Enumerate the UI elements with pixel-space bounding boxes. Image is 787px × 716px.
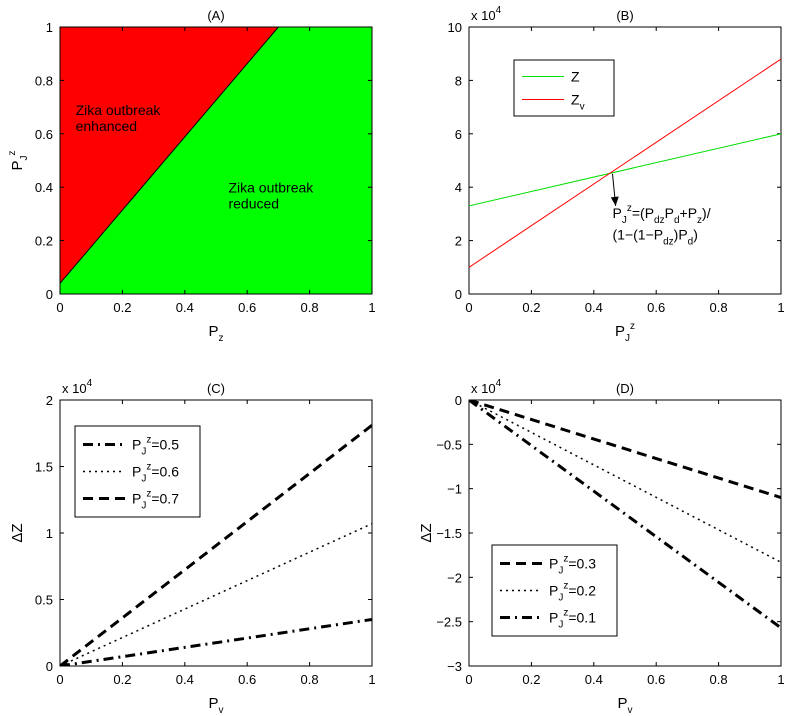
- region-label-enhanced-1: Zika outbreak: [76, 102, 162, 118]
- legend-label: PJz=0.6: [132, 462, 179, 485]
- legend-box: [491, 544, 618, 637]
- legend: PJz=0.3 PJz=0.2 PJz=0.1: [491, 544, 618, 637]
- x-tick-label: 1: [777, 300, 784, 315]
- panel-title: (A): [207, 8, 224, 23]
- x-axis-label: Pv: [617, 695, 632, 716]
- legend-label: PJz=0.1: [549, 608, 596, 631]
- y-tick-label: 1.5: [35, 460, 53, 475]
- x-tick-label: 0.8: [301, 300, 319, 315]
- x-tick-label: 0.8: [710, 300, 728, 315]
- y-tick-label: −2.5: [436, 615, 462, 630]
- x-tick-label: 0.2: [113, 300, 131, 315]
- y-tick-label: 0.6: [35, 127, 53, 142]
- y-axis-label: PJz: [7, 150, 30, 170]
- x-tick-label: 0.6: [647, 672, 665, 687]
- boundary-line: [59, 26, 279, 284]
- legend-label: PJz=0.3: [549, 554, 596, 577]
- y-axis-label: ΔZ: [9, 523, 26, 542]
- x-tick-label: 0.6: [647, 300, 665, 315]
- x-tick-label: 0.6: [238, 672, 256, 687]
- x-tick-label: 1: [368, 300, 375, 315]
- annotation-line-1: PJz=(PdzPd+Pz)/: [613, 203, 711, 226]
- y-tick-label: −1: [447, 482, 462, 497]
- legend-label: PJz=0.5: [132, 435, 179, 458]
- region-label-enhanced-2: enhanced: [76, 118, 138, 134]
- y-tick-label: 2: [455, 234, 462, 249]
- panel-d: 0 0.2 0.4 0.6 0.8 1 −3 −2.5 −2 −1.5 −1 −0.5 0 (D) x 10…: [418, 378, 785, 716]
- x-tick-label: 0: [56, 672, 63, 687]
- series-line-0: [469, 400, 781, 499]
- legend-box: [513, 59, 615, 117]
- series-line-0: [469, 133, 781, 207]
- series-line-0: [60, 617, 372, 666]
- legend-label: PJz=0.7: [132, 489, 179, 512]
- legend: PJz=0.5 PJz=0.6 PJz=0.7: [74, 425, 201, 518]
- y-axis-label: ΔZ: [418, 523, 435, 542]
- x-axis-label: Pv: [208, 695, 223, 716]
- annotation-arrowhead: [610, 196, 619, 206]
- y-tick-label: 0: [46, 287, 53, 302]
- x-tick-label: 1: [368, 672, 375, 687]
- y-tick-label: −1.5: [436, 526, 462, 541]
- x-axis-label: Pz: [208, 323, 223, 344]
- y-tick-label: −0.5: [436, 437, 462, 452]
- y-tick-label: 0.5: [35, 593, 53, 608]
- panel-title: (D): [616, 381, 634, 396]
- x-tick-label: 0: [465, 300, 472, 315]
- axis-multiplier: x 104: [471, 378, 502, 396]
- panel-title: (C): [207, 381, 225, 396]
- legend-label: Zv: [571, 92, 585, 113]
- series-line-2: [60, 424, 372, 666]
- x-tick-label: 0.6: [238, 300, 256, 315]
- x-tick-label: 0.8: [301, 672, 319, 687]
- panel-c: 0 0.2 0.4 0.6 0.8 1 0 0.5 1 1.5 2 (C) x 104 Pv ΔZ PJz=0…: [9, 378, 376, 716]
- x-axis-label: PJz: [615, 321, 635, 344]
- x-tick-label: 1: [777, 672, 784, 687]
- region-label-reduced-1: Zika outbreak: [228, 180, 314, 196]
- y-tick-label: 0: [46, 659, 53, 674]
- x-tick-label: 0.2: [113, 672, 131, 687]
- axes-box: [59, 26, 373, 295]
- y-tick-label: 0: [455, 287, 462, 302]
- series-line-1: [469, 58, 781, 268]
- x-tick-label: 0.2: [522, 300, 540, 315]
- y-tick-label: 6: [455, 127, 462, 142]
- axis-multiplier: x 104: [471, 5, 502, 23]
- y-tick-label: 10: [448, 20, 462, 35]
- axis-multiplier: x 104: [62, 378, 93, 396]
- x-tick-label: 0: [465, 672, 472, 687]
- y-tick-label: 0.4: [35, 180, 53, 195]
- y-tick-label: 0.2: [35, 234, 53, 249]
- y-tick-label: 8: [455, 73, 462, 88]
- region-reduced: [60, 27, 372, 294]
- y-tick-label: 2: [46, 393, 53, 408]
- legend-label: PJz=0.2: [549, 581, 596, 604]
- axes-box: [468, 26, 782, 295]
- x-tick-label: 0.2: [522, 672, 540, 687]
- y-tick-label: 1: [46, 20, 53, 35]
- x-tick-label: 0: [56, 300, 63, 315]
- x-tick-label: 0.4: [585, 300, 603, 315]
- x-tick-label: 0.4: [585, 672, 603, 687]
- series-line-1: [469, 400, 781, 563]
- annotation-line-2: (1−(1−Pdz)Pd): [613, 226, 698, 247]
- legend-label: Z: [571, 69, 580, 85]
- legend: Z Zv: [513, 59, 615, 117]
- panel-title: (B): [616, 8, 633, 23]
- y-tick-label: 4: [455, 180, 462, 195]
- y-tick-label: 0.8: [35, 73, 53, 88]
- region-label-reduced-2: reduced: [228, 196, 279, 212]
- y-tick-label: −2: [447, 570, 462, 585]
- y-tick-label: −3: [447, 659, 462, 674]
- x-tick-label: 0.4: [176, 672, 194, 687]
- y-tick-label: 0: [455, 393, 462, 408]
- y-tick-label: 1: [46, 526, 53, 541]
- x-tick-label: 0.4: [176, 300, 194, 315]
- x-tick-label: 0.8: [710, 672, 728, 687]
